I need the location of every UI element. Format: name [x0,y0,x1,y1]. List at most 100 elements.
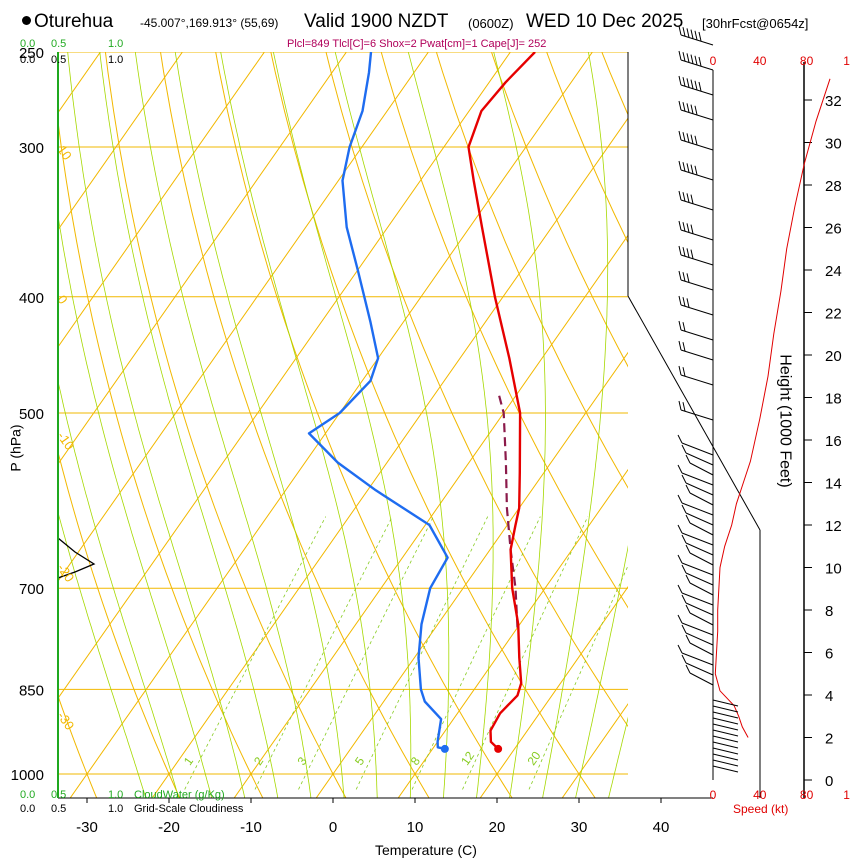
wind-barb-feather [678,245,682,256]
mixing-ratio-line [184,516,327,790]
mixing-ratio-label: 12 [458,749,477,768]
wind-barb-feather [678,220,682,231]
parcel-profile [497,391,519,628]
station-coords: -45.007°,169.913° (55,69) [140,16,279,30]
wind-barb [678,340,714,361]
wind-barb-feather [682,162,686,172]
wind-barb-feather [690,249,694,259]
height-tick-label: 12 [825,518,842,535]
wind-barb-lower-feather [677,524,683,534]
wind-barb-lower [685,662,714,676]
wind-barb-feather [690,29,694,39]
dry-adiabat [0,31,16,805]
wind-barb-staff [680,229,714,241]
wind-barb-feather [686,133,690,143]
wind-barb-lower [689,492,714,506]
wind-barb-lower-feather [685,484,691,494]
wind-barb-feather [686,273,690,283]
moist-adiabat [407,52,494,798]
wind-barb-feather [690,164,694,174]
wind-barb-lower-feather [677,494,683,504]
wind-barb-lower [685,542,714,556]
wind-barb-staff [680,34,714,46]
wind-barb-surface [712,741,739,749]
wind-barb-staff [680,279,714,291]
wind-barb-lower [681,532,714,546]
cloudwater-tick: 1.0 [108,789,124,801]
x-tick-label: 30 [571,819,588,836]
wind-barb-feather [678,400,682,411]
wind-barb [678,100,714,121]
cloudiness-tick: 0.0 [20,803,36,815]
station-name: Oturehua [34,11,114,32]
dry-adiabat [648,31,850,805]
wind-barb-lower-feather [681,504,687,514]
wind-barb-lower [685,602,714,616]
wind-barb-lower [685,632,714,646]
wind-barb-lower-feather [677,554,683,564]
moist-adiabat [575,545,628,798]
wind-barb-lower-feather [681,594,687,604]
wind-barb-surface [712,735,739,743]
wind-barb-feather [690,194,694,204]
wind-barb [678,245,714,266]
wind-barb-feather [686,103,690,113]
speed-tick-label-bottom: 0 [710,788,717,802]
wind-barb-feather [678,25,682,36]
wind-barb [678,190,714,211]
mixing-ratio-line [298,516,434,790]
wind-barb-lower [685,452,714,466]
wind-barb [678,400,714,421]
wind-barb-feather [686,223,690,233]
wind-barb-feather [698,56,702,67]
wind-barb-feather [694,105,698,115]
wind-barb-feather [690,54,694,64]
wind-barb-lower [681,652,714,666]
wind-barb-lower-feather [685,544,691,554]
wind-barb-feather [682,367,686,377]
wind-barb-feather [678,100,682,111]
wind-barb-lower [681,562,714,576]
wind-barb-lower-feather [677,644,683,654]
mixing-ratio-label: 1 [181,754,196,768]
x-tick-label: 20 [489,819,506,836]
y-axis-title: P (hPa) [7,424,24,472]
wind-barb-feather [682,102,686,112]
wind-barb-staff [680,139,714,151]
wind-barb-feather [690,104,694,114]
wind-barb-lower [681,502,714,516]
cloudwater-tick: 0.5 [51,789,67,801]
wind-barb-feather [678,320,682,331]
height-tick-label: 10 [825,561,842,578]
wind-barb-lower [685,512,714,526]
wind-barb [678,75,714,96]
wind-barb [678,320,714,341]
wind-barb-feather [682,272,686,282]
wind-barb-surface [712,729,739,737]
wind-barb-feather [694,165,698,175]
wind-barb [678,295,714,316]
speed-tick-label-top: 12 [843,54,850,68]
isotherm-line [69,52,594,798]
isotherm-line [58,52,266,348]
right-frame-diagonal [627,295,761,531]
x-axis-title: Temperature (C) [375,842,477,858]
wind-barb-feather [678,340,682,351]
wind-barb [678,365,714,386]
wind-barb-staff [680,169,714,181]
wind-barb-feather [682,52,686,62]
wind-barb-lower [681,442,714,456]
speed-tick-label-bottom: 80 [800,788,814,802]
wind-barb-feather [698,81,702,92]
wind-barb-feather [682,222,686,232]
pressure-tick-label: 700 [19,581,44,598]
cloudiness-tick: 0.5 [51,54,67,66]
wind-barb-surface [712,723,739,731]
dry-adiabat [215,52,513,798]
wind-barb-lower [681,592,714,606]
cloudwater-label: CloudWater (g/Kg) [134,789,225,801]
wind-barb-lower [689,552,714,566]
wind-barb-feather [678,50,682,61]
wind-barb-feather [682,247,686,257]
speed-tick-label-top: 40 [753,54,767,68]
